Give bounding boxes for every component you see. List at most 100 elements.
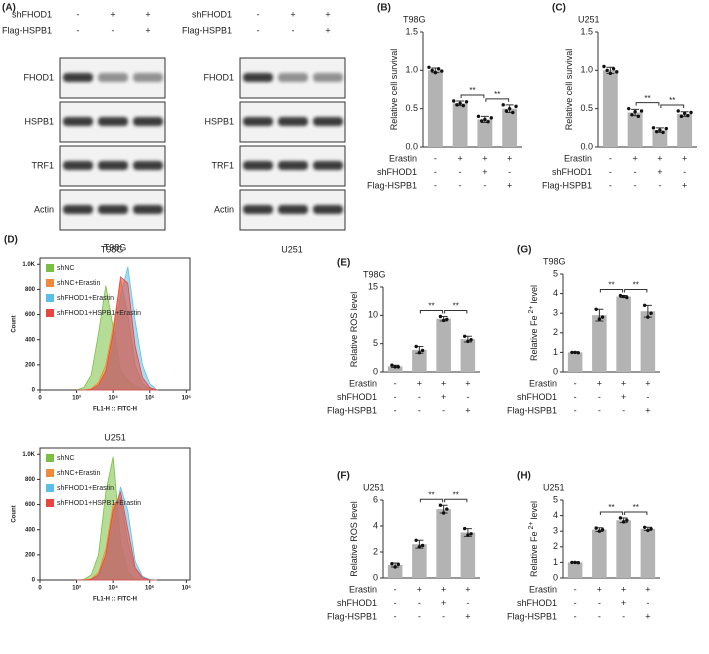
legend-label: shNC+Erastin	[57, 280, 100, 287]
data-point	[469, 532, 473, 536]
y-axis-label: Relative cell survival	[389, 49, 399, 131]
condition-sign: +	[417, 378, 422, 388]
data-point	[433, 70, 438, 75]
y-tick-label: 800	[25, 477, 36, 483]
x-tick-label: 10⁴	[108, 586, 118, 592]
band	[133, 73, 163, 82]
bar	[602, 70, 618, 147]
condition-sign: -	[394, 598, 397, 608]
condition-sign: -	[434, 180, 437, 190]
data-point	[466, 533, 470, 537]
data-point	[458, 101, 462, 106]
data-point	[440, 69, 444, 73]
y-tick-label: 0	[553, 366, 558, 376]
condition-sign: +	[417, 584, 422, 594]
y-tick-label: 1.0K	[22, 452, 35, 458]
bar	[616, 520, 631, 578]
y-axis-label: Count	[12, 315, 18, 332]
condition-label: Erastin	[349, 378, 377, 388]
data-point	[594, 307, 598, 311]
condition-sign: -	[574, 611, 577, 621]
chart-title: U251	[543, 482, 565, 492]
row-label: HSPB1	[204, 116, 234, 126]
chart-title: T98G	[543, 256, 566, 266]
condition-sign: +	[507, 180, 512, 190]
y-tick-label: 200	[25, 552, 36, 558]
condition-sign: +	[597, 584, 602, 594]
condition-label: Erastin	[564, 153, 592, 163]
significance-bracket	[444, 309, 468, 314]
data-point	[483, 117, 487, 122]
panel-label: (C)	[552, 3, 566, 14]
row-label: TRF1	[32, 160, 55, 170]
data-point	[576, 561, 581, 565]
y-axis-label-text: Relative ROS level	[349, 501, 359, 577]
data-point	[489, 116, 493, 120]
condition-sign: -	[574, 584, 577, 594]
band	[63, 73, 93, 82]
legend-label: shFHOD1+Erastin	[57, 295, 114, 302]
y-axis-label: Relative ROS level	[349, 501, 359, 577]
condition-label: shFHOD1	[517, 392, 557, 402]
condition-sign: +	[441, 392, 446, 402]
data-point	[390, 562, 394, 566]
bar	[427, 70, 443, 147]
data-point	[639, 109, 644, 113]
condition-sign: -	[598, 392, 601, 402]
y-tick-label: 0.0	[580, 141, 593, 151]
condition-sign: -	[598, 598, 601, 608]
data-point	[682, 111, 687, 115]
significance-label: **	[494, 90, 500, 99]
y-tick-label: 0.5	[405, 103, 418, 113]
y-axis-label-text: Relative cell survival	[389, 49, 399, 131]
data-point	[441, 318, 446, 323]
data-point	[570, 350, 574, 355]
y-tick-label: 600	[25, 312, 36, 318]
y-tick-label: 2	[373, 546, 378, 556]
data-point	[393, 365, 397, 369]
condition-sign: +	[290, 9, 295, 19]
condition-label: Flag-HSPB1	[367, 180, 417, 190]
y-axis-label-end: level	[529, 285, 539, 304]
y-tick-label: 10	[368, 310, 378, 320]
condition-label: Flag-HSPB1	[542, 180, 592, 190]
y-axis-label-end: level	[529, 501, 539, 520]
panel-label: (H)	[517, 471, 531, 482]
data-point	[417, 351, 422, 355]
y-axis-label-text: Relative Fe	[529, 531, 539, 577]
y-axis-label: Relative cell survival	[564, 49, 574, 131]
y-tick-label: 1.0	[405, 65, 418, 75]
data-point	[602, 64, 606, 69]
legend-swatch	[46, 484, 54, 492]
condition-sign: +	[441, 378, 446, 388]
data-point	[573, 350, 577, 355]
condition-sign: -	[257, 9, 260, 19]
data-point	[393, 565, 397, 569]
y-tick-label: 15	[368, 281, 378, 291]
band	[278, 205, 308, 214]
data-point	[621, 520, 626, 524]
band	[243, 205, 273, 214]
x-tick-label: 0	[38, 396, 42, 402]
band	[313, 117, 343, 126]
y-tick-label: 5	[373, 338, 378, 348]
significance-bracket	[444, 498, 468, 503]
legend-swatch	[46, 294, 54, 302]
band	[313, 161, 343, 170]
data-point	[414, 538, 418, 542]
condition-sign: -	[418, 598, 421, 608]
data-point	[462, 526, 467, 531]
bar	[502, 108, 518, 147]
condition-sign: +	[621, 598, 626, 608]
condition-sign: +	[621, 378, 626, 388]
row-label: FHOD1	[23, 72, 54, 82]
condition-label: shFHOD1	[12, 9, 52, 19]
x-tick-label: 10³	[72, 585, 81, 592]
significance-bracket	[419, 498, 444, 503]
condition-sign: -	[646, 392, 649, 402]
panel-label: (D)	[4, 235, 18, 246]
band	[313, 205, 343, 214]
condition-sign: +	[682, 153, 687, 163]
data-point	[466, 339, 470, 344]
data-point	[501, 103, 505, 107]
